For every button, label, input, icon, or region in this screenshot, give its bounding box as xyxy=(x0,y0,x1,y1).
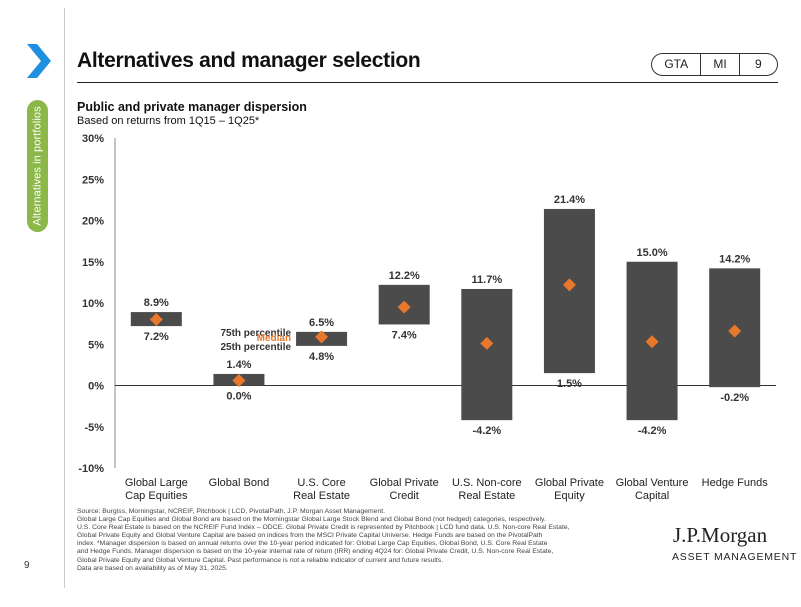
x-category-label: Global Private xyxy=(535,477,604,489)
median-marker xyxy=(728,324,742,338)
x-category-label: Hedge Funds xyxy=(702,477,769,489)
median-marker xyxy=(149,313,163,326)
p25-label: -4.2% xyxy=(638,425,667,437)
nav-mi-button[interactable]: MI xyxy=(700,54,738,75)
median-marker xyxy=(232,374,246,388)
source-line: Source: Burgiss, Morningstar, NCREIF, Pi… xyxy=(77,508,386,515)
y-tick-label: 30% xyxy=(82,133,104,145)
median-marker xyxy=(480,336,494,350)
x-category-label: U.S. Core xyxy=(297,477,345,489)
nav-page-button[interactable]: 9 xyxy=(738,54,777,75)
p75-label: 1.4% xyxy=(226,359,251,371)
dispersion-chart: 30% 25% 20% 15% 10% 5% 0% -5% -10% 8.9% 7.2% Global… xyxy=(78,133,776,502)
p75-label: 21.4% xyxy=(554,194,585,206)
median-marker xyxy=(315,330,329,344)
section-tab[interactable]: Alternatives in portfolios xyxy=(27,100,48,232)
y-tick-label: 25% xyxy=(82,174,104,186)
source-line: Global Large Cap Equities and Global Bon… xyxy=(77,516,546,524)
legend-p75-label: 75th percentile xyxy=(220,328,291,339)
x-category-label: Global Large xyxy=(125,477,188,489)
x-category-label: Global Private xyxy=(370,477,439,489)
y-tick-label: -10% xyxy=(78,463,104,475)
y-tick-label: 10% xyxy=(82,298,104,310)
x-category-label: U.S. Non-core xyxy=(452,477,522,489)
y-tick-label: 5% xyxy=(88,339,104,351)
source-line: U.S. Core Real Estate is based on the NC… xyxy=(77,524,570,532)
legend-p25-label: 25th percentile xyxy=(220,342,291,353)
median-marker xyxy=(645,335,659,349)
y-tick-label: 0% xyxy=(88,381,104,393)
median-marker xyxy=(562,278,576,292)
x-category-label: Global Bond xyxy=(209,477,270,489)
p25-label: 7.2% xyxy=(144,331,169,343)
x-category-label: Cap Equities xyxy=(125,490,188,502)
p25-label: 1.5% xyxy=(557,378,582,390)
p75-label: 14.2% xyxy=(719,253,750,265)
x-category-label: Global Venture xyxy=(616,477,689,489)
source-line: Data are based on availability as of May… xyxy=(77,564,228,572)
p75-label: 15.0% xyxy=(636,247,667,259)
section-tab-label: Alternatives in portfolios xyxy=(31,106,44,226)
brand-logo-subtitle: ASSET MANAGEMENT xyxy=(672,551,798,563)
brand-logo: J.P.Morgan xyxy=(673,523,768,547)
median-marker xyxy=(397,300,411,314)
nav-gta-button[interactable]: GTA xyxy=(664,57,689,71)
dispersion-bar xyxy=(461,288,513,421)
source-footnote: Source: Burgiss, Morningstar, NCREIF, Pi… xyxy=(77,508,662,580)
title-divider xyxy=(77,82,778,83)
x-category-label: Real Estate xyxy=(293,490,350,502)
left-divider xyxy=(64,8,65,588)
p25-label: 7.4% xyxy=(392,329,417,341)
nav-pill: GTA MI 9 xyxy=(651,53,778,76)
source-line: and Hedge Funds. Manager dispersion is b… xyxy=(77,548,554,556)
y-tick-label: -5% xyxy=(84,422,104,434)
page-title: Alternatives and manager selection xyxy=(77,49,421,72)
legend-median-label: Median xyxy=(257,333,291,344)
p75-label: 11.7% xyxy=(472,274,503,286)
page-number: 9 xyxy=(24,560,30,571)
source-line: Global Private Equity and Global Venture… xyxy=(77,532,543,540)
chevron-right-icon[interactable] xyxy=(27,44,51,78)
p25-label: -0.2% xyxy=(720,392,749,404)
y-tick-label: 20% xyxy=(82,216,104,228)
p75-label: 12.2% xyxy=(389,270,420,282)
chart-subtitle: Based on returns from 1Q15 – 1Q25* xyxy=(77,115,260,127)
p25-label: 4.8% xyxy=(309,351,334,363)
x-category-label: Capital xyxy=(635,490,669,502)
y-tick-label: 15% xyxy=(82,257,104,269)
p75-label: 6.5% xyxy=(309,317,334,329)
source-line: Global Private Equity and Global Venture… xyxy=(77,556,444,564)
x-category-label: Real Estate xyxy=(458,490,515,502)
p25-label: 0.0% xyxy=(226,391,251,403)
chart-title: Public and private manager dispersion xyxy=(77,100,307,114)
p75-label: 8.9% xyxy=(144,297,169,309)
source-line: index. *Manager dispersion is based on a… xyxy=(77,540,548,548)
x-category-label: Credit xyxy=(390,490,419,502)
p25-label: -4.2% xyxy=(472,425,501,437)
x-category-label: Equity xyxy=(554,490,585,502)
